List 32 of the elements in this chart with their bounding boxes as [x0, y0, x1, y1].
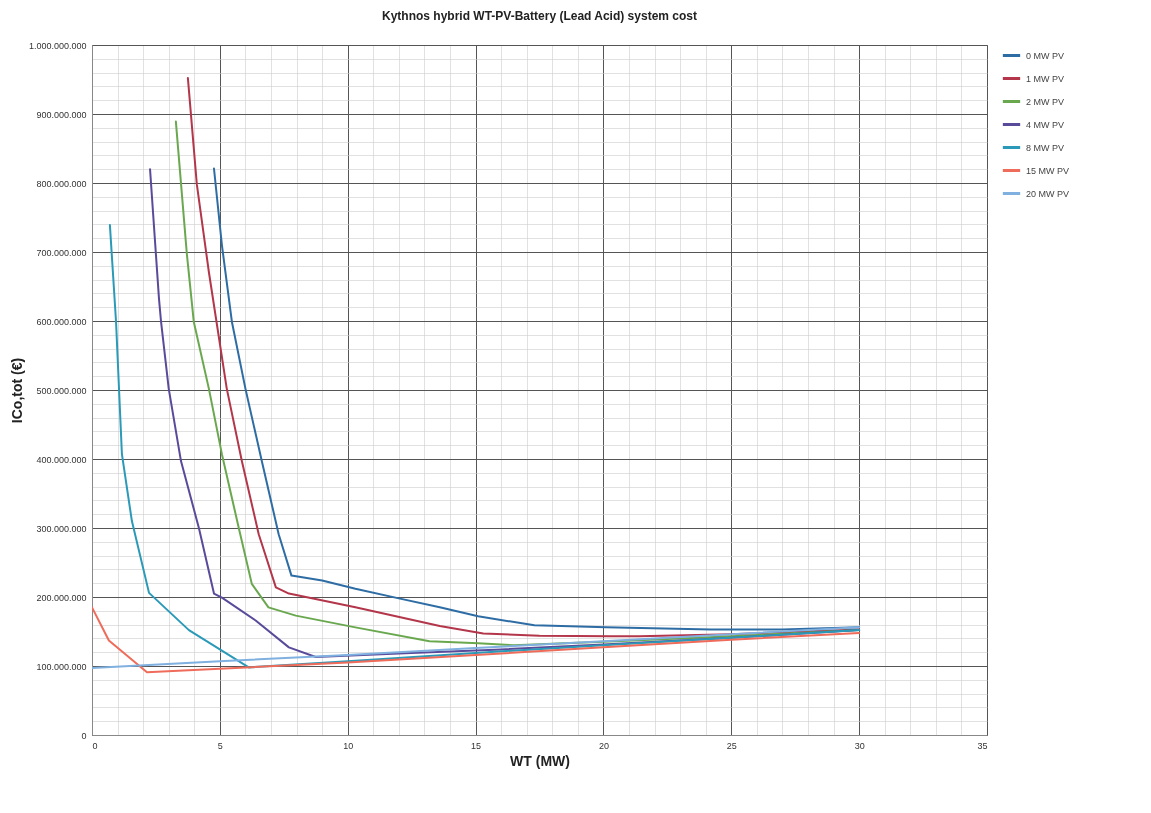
y-tick-label: 900.000.000: [36, 109, 87, 120]
x-axis-title: WT (MW): [510, 752, 570, 769]
y-axis-title: ICo,tot (€): [8, 357, 25, 424]
legend-label: 4 MW PV: [1026, 119, 1065, 130]
legend-label: 8 MW PV: [1026, 142, 1065, 153]
y-tick-label: 800.000.000: [36, 178, 87, 189]
y-tick-label: 300.000.000: [36, 523, 87, 534]
line-series: [92, 606, 861, 674]
x-tick-label: 10: [343, 740, 354, 751]
legend-label: 0 MW PV: [1026, 50, 1065, 61]
x-tick-label: 25: [726, 740, 737, 751]
y-tick-label: 100.000.000: [36, 661, 87, 672]
x-tick-label: 5: [217, 740, 223, 751]
legend-label: 20 MW PV: [1026, 188, 1070, 199]
y-tick-label: 400.000.000: [36, 454, 87, 465]
x-tick-label: 35: [977, 740, 988, 751]
y-tick-label: 500.000.000: [36, 385, 87, 396]
chart-title: Kythnos hybrid WT-PV-Battery (Lead Acid) system cost: [382, 9, 697, 23]
y-tick-label: 200.000.000: [36, 592, 87, 603]
x-tick-label: 20: [598, 740, 609, 751]
y-tick-label: 1.000.000.000: [28, 40, 87, 51]
y-tick-label: 700.000.000: [36, 247, 87, 258]
line-series: [92, 626, 861, 670]
legend-label: 2 MW PV: [1026, 96, 1065, 107]
y-tick-label: 600.000.000: [36, 316, 87, 327]
x-tick-label: 0: [92, 740, 98, 751]
x-tick-label: 15: [471, 740, 482, 751]
x-tick-label: 30: [854, 740, 865, 751]
legend-label: 15 MW PV: [1026, 165, 1070, 176]
y-tick-label: 0: [81, 730, 87, 741]
legend-label: 1 MW PV: [1026, 73, 1065, 84]
line-series: [108, 224, 861, 669]
